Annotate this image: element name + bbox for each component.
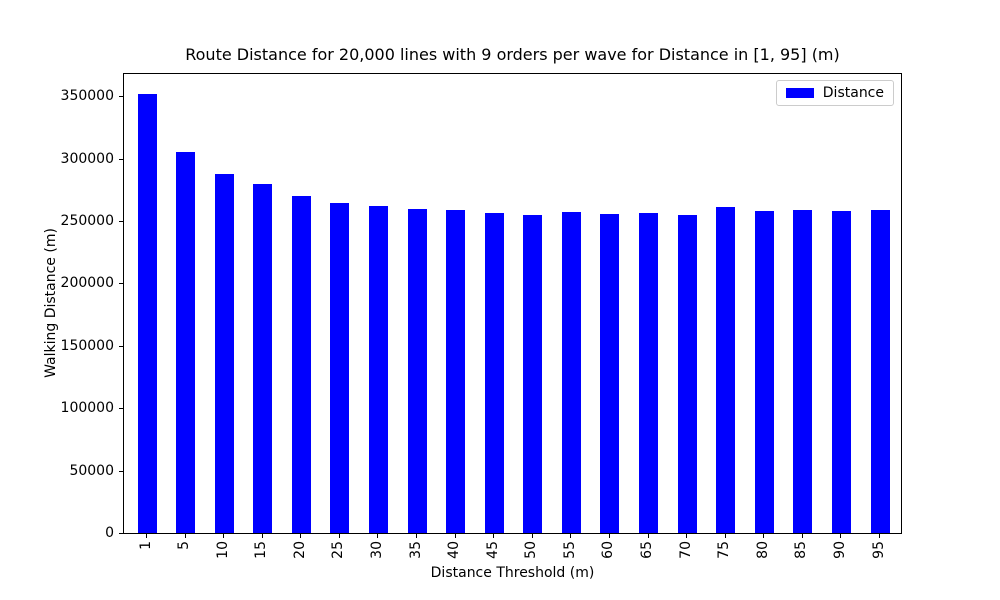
x-tick-label: 90 bbox=[831, 541, 848, 559]
bar bbox=[523, 215, 543, 533]
bar bbox=[176, 152, 196, 533]
bar bbox=[793, 210, 813, 533]
x-tick-mark bbox=[184, 534, 186, 538]
x-tick-mark bbox=[801, 534, 803, 538]
x-tick-mark bbox=[531, 534, 533, 538]
x-tick-mark bbox=[261, 534, 263, 538]
bar bbox=[561, 212, 581, 533]
y-tick-label: 250000 bbox=[60, 213, 114, 230]
y-tick-mark bbox=[119, 221, 123, 223]
x-tick-mark bbox=[686, 534, 688, 538]
x-tick-label: 70 bbox=[677, 541, 694, 559]
x-tick-label: 50 bbox=[523, 541, 540, 559]
x-tick-label: 1 bbox=[137, 541, 154, 550]
x-tick-label: 40 bbox=[446, 541, 463, 559]
x-tick-mark bbox=[377, 534, 379, 538]
bar bbox=[407, 209, 427, 533]
y-tick-label: 200000 bbox=[60, 275, 114, 292]
x-tick-mark bbox=[647, 534, 649, 538]
y-tick-mark bbox=[119, 470, 123, 472]
x-tick-label: 55 bbox=[561, 541, 578, 559]
y-tick-label: 0 bbox=[105, 525, 114, 541]
x-tick-label: 75 bbox=[716, 541, 733, 559]
bar bbox=[214, 174, 234, 533]
x-tick-label: 85 bbox=[793, 541, 810, 559]
plot-area: Distance bbox=[123, 73, 902, 534]
x-tick-mark bbox=[608, 534, 610, 538]
x-tick-label: 95 bbox=[870, 541, 887, 559]
bar bbox=[639, 213, 659, 533]
x-tick-label: 60 bbox=[600, 541, 617, 559]
bar bbox=[677, 215, 697, 533]
x-tick-label: 25 bbox=[330, 541, 347, 559]
bar bbox=[253, 184, 273, 533]
x-tick-mark bbox=[570, 534, 572, 538]
legend: Distance bbox=[775, 80, 894, 106]
y-tick-mark bbox=[119, 533, 123, 534]
y-tick-mark bbox=[119, 345, 123, 347]
x-tick-mark bbox=[763, 534, 765, 538]
bar bbox=[600, 214, 620, 533]
legend-swatch bbox=[785, 88, 814, 98]
x-axis-label: Distance Threshold (m) bbox=[430, 565, 595, 581]
x-tick-label: 30 bbox=[368, 541, 385, 559]
bar bbox=[137, 94, 157, 533]
x-tick-mark bbox=[146, 534, 147, 538]
chart-title: Route Distance for 20,000 lines with 9 o… bbox=[185, 45, 840, 64]
bar bbox=[291, 196, 311, 533]
x-tick-mark bbox=[338, 534, 340, 538]
x-tick-mark bbox=[493, 534, 495, 538]
bar bbox=[446, 210, 466, 533]
x-tick-mark bbox=[416, 534, 418, 538]
x-tick-mark bbox=[724, 534, 726, 538]
y-tick-mark bbox=[119, 158, 123, 160]
x-tick-label: 35 bbox=[407, 541, 424, 559]
bar bbox=[754, 211, 774, 533]
x-tick-mark bbox=[300, 534, 302, 538]
bar bbox=[831, 211, 851, 533]
y-tick-label: 350000 bbox=[60, 88, 114, 105]
x-tick-label: 20 bbox=[291, 541, 308, 559]
y-tick-mark bbox=[119, 283, 123, 285]
x-tick-mark bbox=[223, 534, 225, 538]
bar bbox=[716, 207, 736, 533]
y-tick-mark bbox=[119, 96, 123, 98]
y-tick-label: 100000 bbox=[60, 400, 114, 417]
y-tick-label: 150000 bbox=[60, 337, 114, 354]
x-tick-label: 5 bbox=[176, 541, 193, 550]
x-tick-mark bbox=[879, 534, 880, 538]
y-tick-mark bbox=[119, 408, 123, 410]
x-tick-label: 15 bbox=[253, 541, 270, 559]
x-tick-mark bbox=[454, 534, 456, 538]
x-tick-mark bbox=[840, 534, 842, 538]
legend-label: Distance bbox=[822, 85, 884, 101]
y-tick-label: 300000 bbox=[60, 150, 114, 167]
bar bbox=[484, 213, 504, 533]
x-tick-label: 80 bbox=[754, 541, 771, 559]
x-tick-label: 65 bbox=[639, 541, 656, 559]
bar bbox=[368, 206, 388, 533]
x-tick-label: 10 bbox=[214, 541, 231, 559]
y-axis-label: Walking Distance (m) bbox=[43, 228, 59, 378]
y-tick-label: 50000 bbox=[69, 462, 114, 479]
x-tick-label: 45 bbox=[484, 541, 501, 559]
bar bbox=[870, 210, 890, 533]
bar bbox=[330, 203, 350, 533]
